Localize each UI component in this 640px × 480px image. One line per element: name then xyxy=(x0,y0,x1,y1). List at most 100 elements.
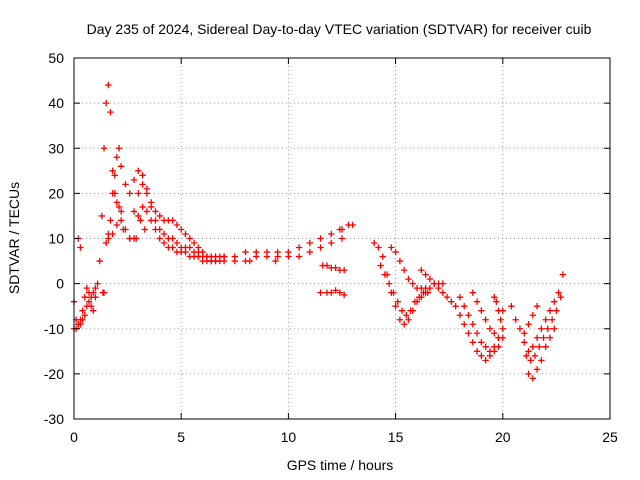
data-point xyxy=(81,293,88,301)
data-point xyxy=(169,235,176,242)
data-point xyxy=(85,298,93,305)
x-tick-label: 25 xyxy=(602,429,618,445)
data-point xyxy=(107,108,114,116)
series-trace-o xyxy=(456,293,502,355)
data-point xyxy=(456,293,464,301)
data-point xyxy=(469,339,476,346)
data-point xyxy=(317,244,324,251)
data-point xyxy=(415,293,423,301)
data-point xyxy=(452,302,459,310)
data-point xyxy=(306,248,314,256)
data-point xyxy=(533,366,541,373)
y-tick-label: 0 xyxy=(56,276,64,292)
data-point xyxy=(94,280,101,287)
data-point xyxy=(405,316,412,323)
data-point xyxy=(559,271,567,278)
data-point xyxy=(169,244,176,251)
data-point xyxy=(263,253,271,260)
y-tick-label: -20 xyxy=(44,366,64,382)
data-point xyxy=(396,316,404,323)
x-axis-label: GPS time / hours xyxy=(287,457,394,473)
data-point xyxy=(411,298,419,305)
data-point xyxy=(398,307,406,314)
data-point xyxy=(538,325,545,332)
data-point xyxy=(295,244,303,251)
data-point xyxy=(551,298,558,305)
data-point xyxy=(132,235,140,242)
data-point xyxy=(338,226,346,233)
data-point xyxy=(349,221,356,229)
data-point xyxy=(87,293,95,301)
data-point xyxy=(430,280,438,287)
data-point xyxy=(156,226,163,233)
data-point xyxy=(482,357,489,364)
data-point xyxy=(499,325,506,332)
data-point xyxy=(317,235,324,242)
data-point xyxy=(143,190,151,197)
data-point xyxy=(83,284,91,292)
data-point xyxy=(403,312,410,319)
data-point xyxy=(439,289,446,296)
data-point xyxy=(482,343,489,350)
data-point xyxy=(521,330,528,337)
data-point xyxy=(77,321,84,328)
data-point xyxy=(328,239,335,247)
data-point xyxy=(435,284,442,292)
series-trace-t xyxy=(525,325,558,382)
data-point xyxy=(508,302,515,310)
data-point xyxy=(548,316,556,323)
data-point xyxy=(338,235,346,242)
data-point xyxy=(130,176,138,184)
data-point xyxy=(448,298,455,305)
data-point xyxy=(385,280,393,287)
data-point xyxy=(100,145,108,152)
data-point xyxy=(115,145,123,152)
data-point xyxy=(317,289,324,296)
series-trace-l xyxy=(388,244,429,292)
data-point xyxy=(186,235,193,242)
data-point xyxy=(473,348,481,355)
data-point xyxy=(551,325,558,332)
data-point xyxy=(525,348,532,355)
data-point xyxy=(141,226,148,233)
data-point xyxy=(461,321,468,328)
series-trace-i xyxy=(317,287,348,299)
series-trace-h xyxy=(319,262,348,274)
data-point xyxy=(409,280,416,287)
data-point xyxy=(126,235,133,242)
data-point xyxy=(111,172,118,179)
data-point xyxy=(533,334,541,341)
data-point xyxy=(394,298,401,305)
data-point xyxy=(542,316,549,323)
data-point xyxy=(100,289,108,296)
data-point xyxy=(379,253,386,260)
data-point xyxy=(105,235,112,242)
data-point xyxy=(113,199,121,206)
series-outliers xyxy=(75,217,378,296)
data-point xyxy=(212,257,219,265)
series-trace-a xyxy=(70,81,125,328)
data-point xyxy=(173,221,181,229)
data-points xyxy=(70,81,567,382)
data-point xyxy=(182,230,189,238)
series-trace-k xyxy=(377,262,431,319)
data-point xyxy=(102,99,110,107)
data-point xyxy=(190,239,198,247)
data-point xyxy=(135,167,142,175)
x-tick-label: 5 xyxy=(177,429,185,445)
data-point xyxy=(90,289,97,296)
data-point xyxy=(109,167,116,175)
data-point xyxy=(113,154,121,161)
y-tick-label: 10 xyxy=(48,231,64,247)
data-point xyxy=(392,248,399,256)
data-point xyxy=(332,287,339,294)
data-point xyxy=(81,312,88,319)
data-point xyxy=(135,212,142,220)
data-point xyxy=(439,280,446,287)
data-point xyxy=(516,325,524,332)
data-point xyxy=(306,239,314,247)
data-point xyxy=(388,244,395,251)
data-point xyxy=(156,212,163,220)
